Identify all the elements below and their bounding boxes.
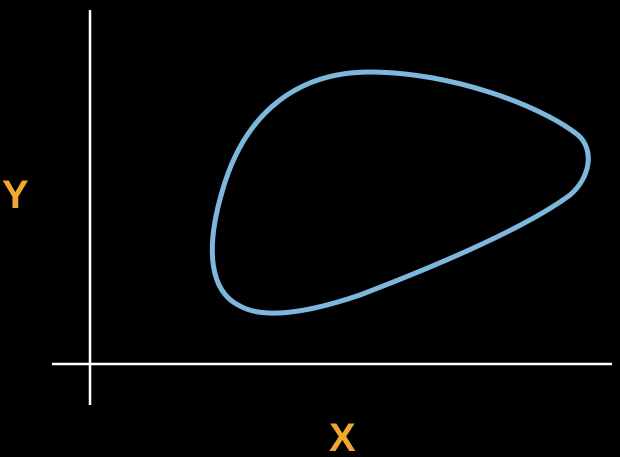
x-axis-label: X [329,416,356,457]
closed-curve-shape [209,69,591,316]
y-axis-label: Y [2,173,29,217]
